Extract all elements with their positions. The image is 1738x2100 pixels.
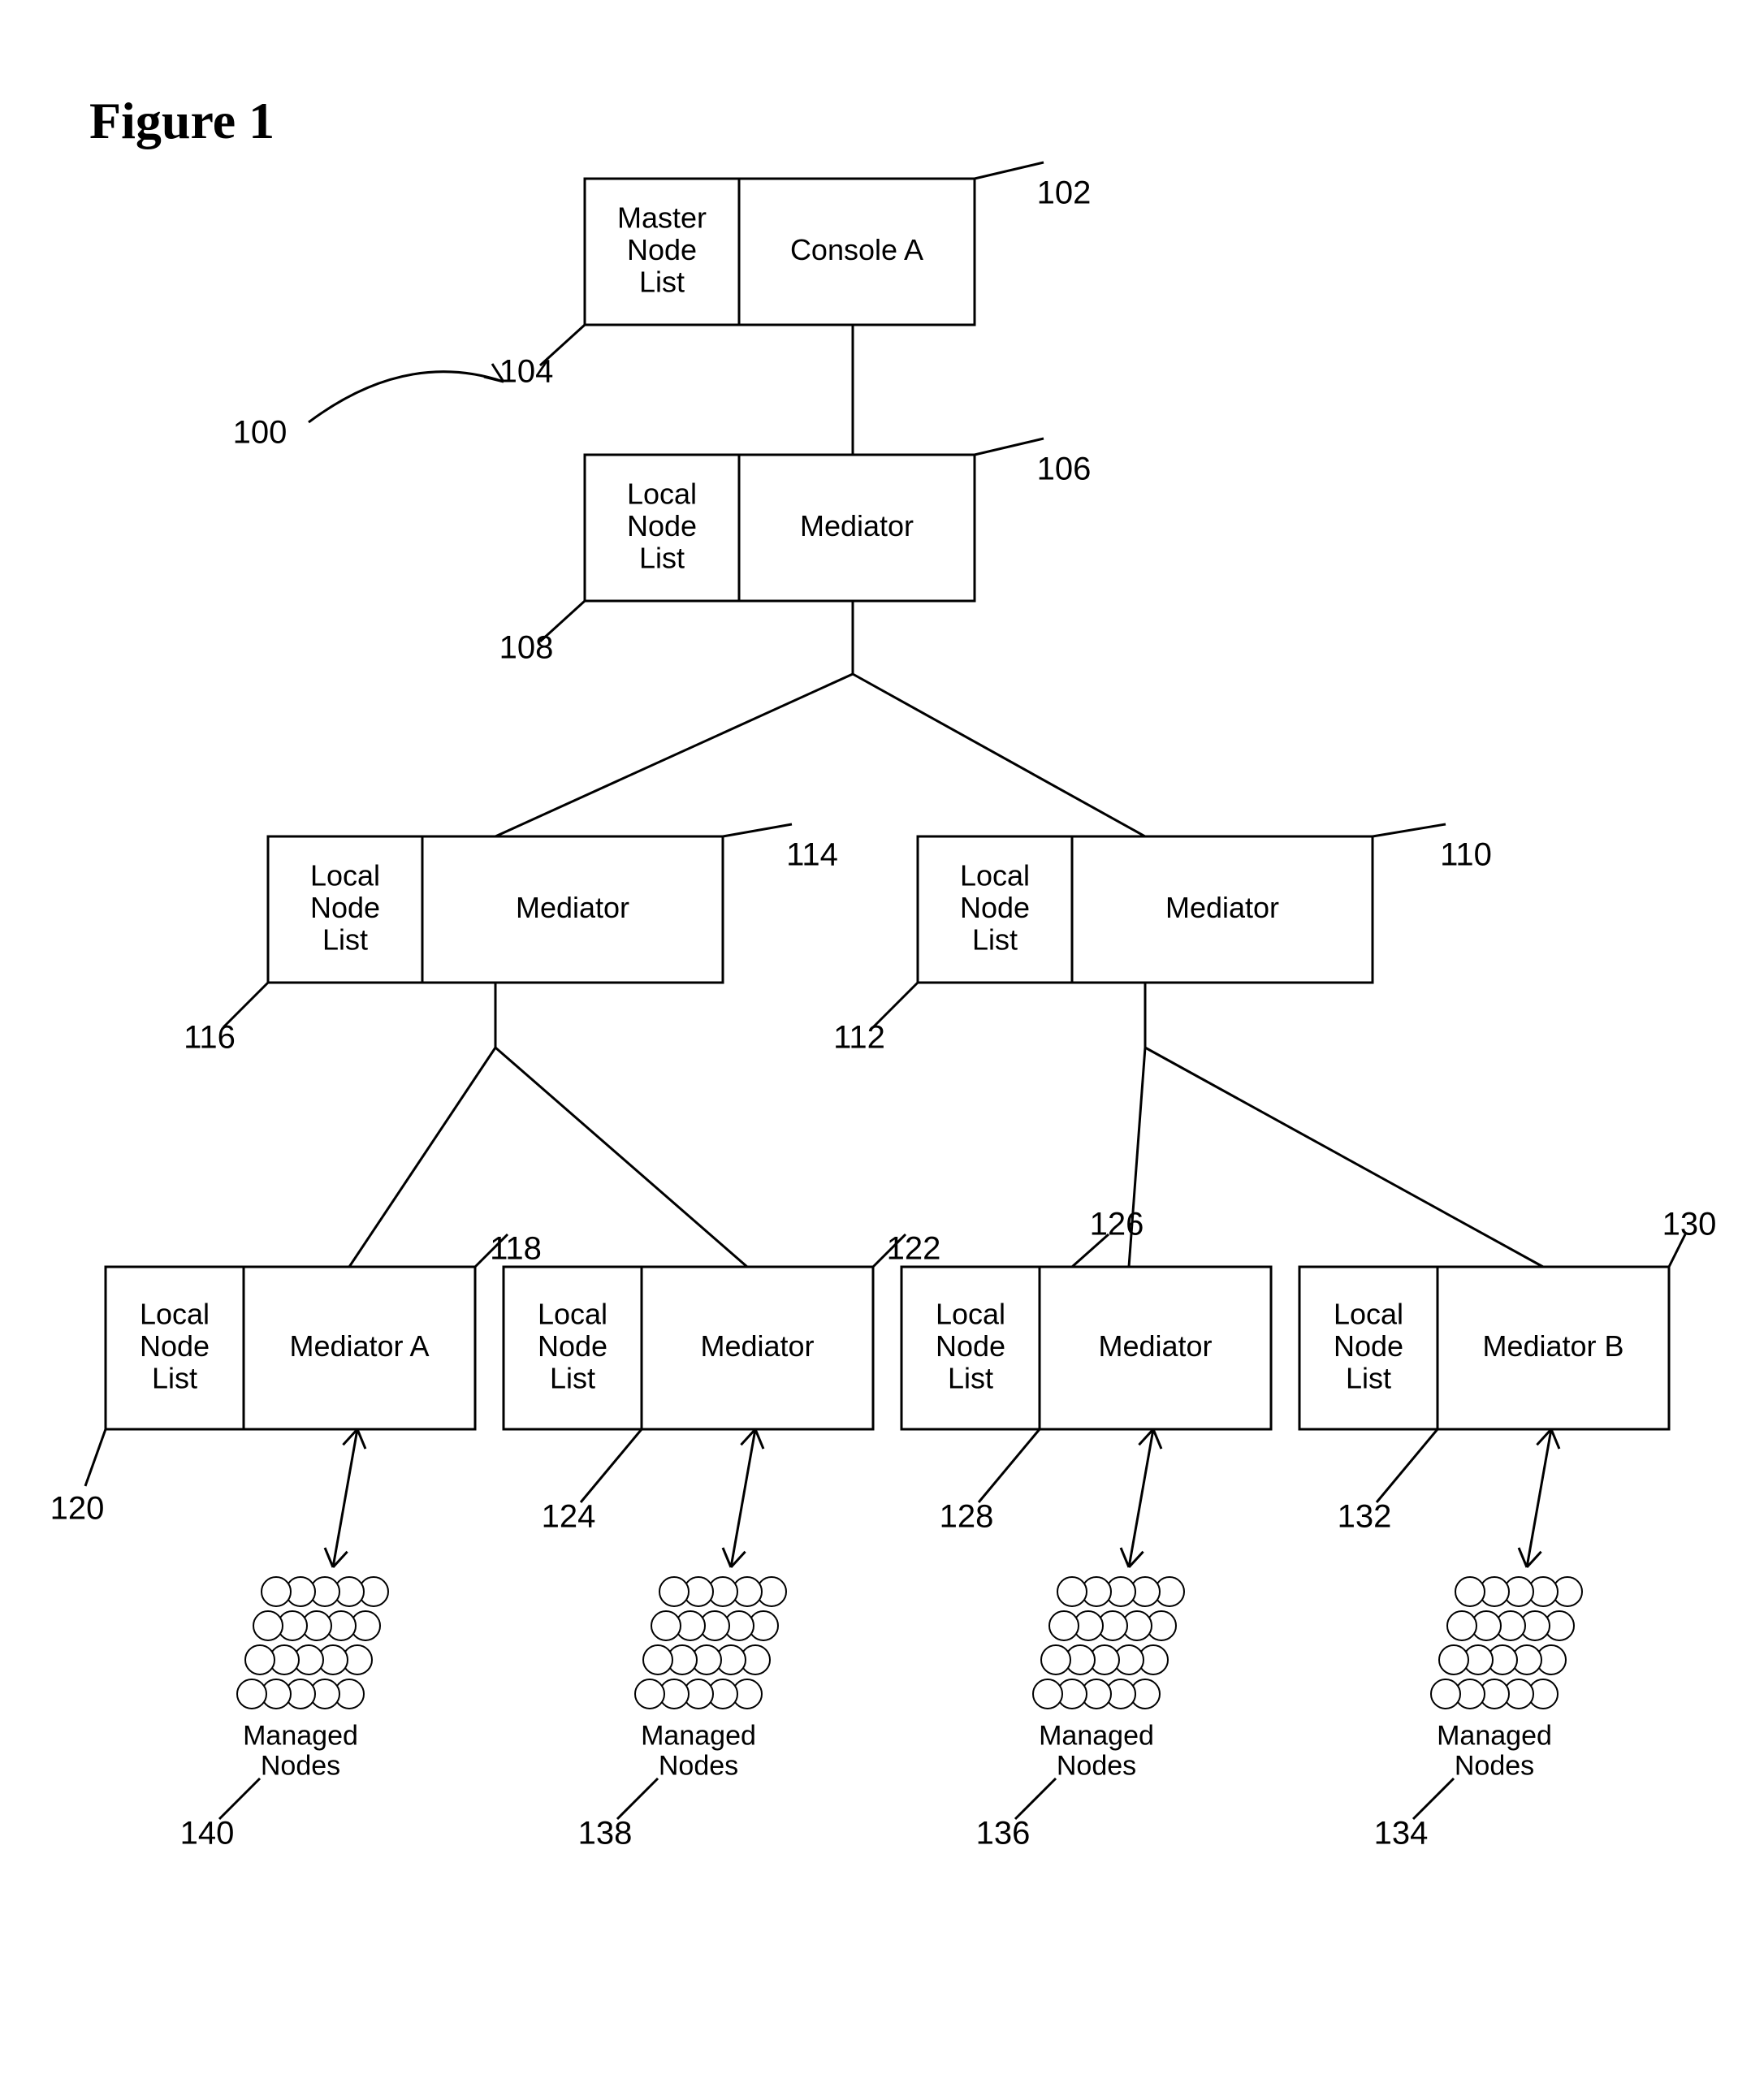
node-right-label: Mediator (700, 1329, 814, 1363)
node-right-label: Mediator B (1482, 1329, 1623, 1363)
managed-group: ManagedNodes136 (976, 1429, 1184, 1852)
ref-label: 118 (490, 1231, 542, 1267)
figure-title: Figure 1 (89, 92, 275, 149)
figure-ref-label: 100 (233, 415, 288, 451)
node-med_l2b: LocalNodeListMediator112110 (833, 824, 1492, 1056)
managed-nodes-label: ManagedNodes (1039, 1720, 1154, 1781)
ref-label: 126 (1090, 1207, 1144, 1242)
node-med_l3b: LocalNodeListMediator124122 (504, 1231, 940, 1535)
ref-label: 128 (940, 1499, 994, 1535)
managed-nodes-label: ManagedNodes (1437, 1720, 1552, 1781)
managed-nodes-cluster (1033, 1577, 1184, 1709)
ref-label: 108 (499, 630, 554, 666)
managed-nodes-cluster (1431, 1577, 1582, 1709)
diagram-canvas: Figure 1100MasterNodeListConsole A104102… (0, 0, 1738, 2100)
managed-nodes-label: ManagedNodes (641, 1720, 756, 1781)
ref-label: 124 (542, 1499, 596, 1535)
ref-label: 132 (1338, 1499, 1392, 1535)
ref-label: 104 (499, 354, 554, 390)
ref-label: 122 (887, 1231, 941, 1267)
node-right-label: Console A (790, 233, 923, 266)
ref-label: 112 (833, 1020, 885, 1056)
managed-group: ManagedNodes138 (578, 1429, 786, 1852)
node-med_l3d: LocalNodeListMediator B132130 (1299, 1207, 1716, 1535)
node-med_l3c: LocalNodeListMediator128126 (901, 1207, 1271, 1535)
managed-nodes-cluster (237, 1577, 388, 1709)
managed-nodes-cluster (635, 1577, 786, 1709)
node-right-label: Mediator A (289, 1329, 429, 1363)
figure-ref-arc: 100 (233, 364, 504, 451)
node-right-label: Mediator (800, 509, 914, 542)
node-right-label: Mediator (1165, 891, 1279, 924)
ref-label: 120 (50, 1491, 105, 1527)
node-console: MasterNodeListConsole A104102 (499, 162, 1092, 390)
ref-label: 110 (1440, 837, 1492, 873)
tree-edge (349, 1048, 495, 1267)
tree-edge (1145, 1048, 1543, 1267)
ref-label: 114 (786, 837, 838, 873)
node-med_l2a: LocalNodeListMediator116114 (184, 824, 838, 1056)
ref-label: 140 (180, 1816, 235, 1852)
ref-label: 116 (184, 1020, 236, 1056)
ref-label: 134 (1374, 1816, 1429, 1852)
node-med_l3a: LocalNodeListMediator A120118 (50, 1231, 542, 1527)
ref-label: 136 (976, 1816, 1031, 1852)
node-med_l1: LocalNodeListMediator108106 (499, 439, 1092, 666)
tree-edge (495, 674, 853, 836)
ref-label: 102 (1037, 175, 1092, 211)
tree-edge (853, 674, 1145, 836)
managed-group: ManagedNodes140 (180, 1429, 388, 1852)
ref-label: 130 (1662, 1207, 1717, 1242)
node-right-label: Mediator (516, 891, 629, 924)
managed-nodes-label: ManagedNodes (243, 1720, 358, 1781)
ref-label: 138 (578, 1816, 633, 1852)
node-right-label: Mediator (1098, 1329, 1212, 1363)
managed-group: ManagedNodes134 (1374, 1429, 1582, 1852)
ref-label: 106 (1037, 452, 1092, 487)
